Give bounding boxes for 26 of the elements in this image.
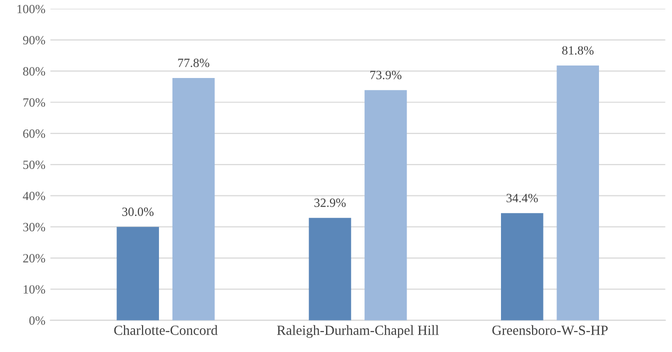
bar: [364, 90, 407, 320]
y-tick-label: 60%: [23, 129, 46, 138]
bar: [116, 226, 159, 320]
x-tick-label: Charlotte-Concord: [114, 325, 218, 335]
y-tick-label: 100%: [17, 4, 46, 14]
data-label: 34.4%: [506, 194, 538, 202]
bar: [500, 213, 544, 320]
bar: [308, 218, 352, 320]
y-tick-label: 40%: [22, 192, 46, 200]
y-tick-label: 20%: [23, 254, 46, 263]
y-tick-label: 0%: [29, 316, 46, 325]
x-tick-label: Greensboro-W-S-HP: [492, 325, 608, 336]
data-label: 32.9%: [314, 198, 346, 208]
y-tick-label: 50%: [23, 160, 46, 170]
x-tick-label: Raleigh-Durham-Chapel Hill: [277, 325, 439, 338]
bar: [172, 78, 215, 320]
y-tick-label: 80%: [23, 67, 46, 76]
y-tick-label: 30%: [23, 222, 46, 232]
y-tick-label: 70%: [23, 98, 46, 107]
data-label: 77.8%: [178, 58, 210, 68]
data-label: 81.8%: [562, 46, 594, 55]
y-tick-label: 10%: [24, 285, 46, 294]
data-label: 30.0%: [122, 208, 154, 216]
data-label: 73.9%: [370, 70, 402, 80]
y-tick-label: 90%: [23, 36, 46, 44]
bar: [556, 65, 599, 320]
